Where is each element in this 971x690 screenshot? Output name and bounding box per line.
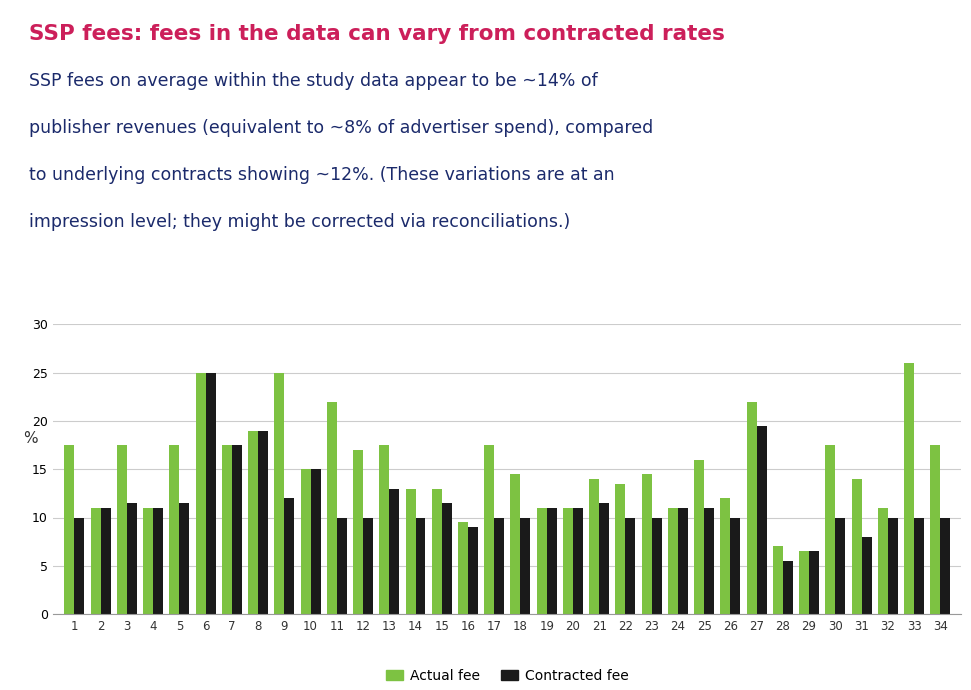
Bar (589, 479, 599, 614)
Bar (773, 546, 783, 614)
Bar (389, 489, 399, 614)
Bar (652, 518, 661, 614)
Bar (930, 445, 940, 614)
Text: publisher revenues (equivalent to ~8% of advertiser spend), compared: publisher revenues (equivalent to ~8% of… (29, 119, 653, 137)
Bar (861, 537, 872, 614)
Bar (783, 561, 793, 614)
Bar (852, 479, 861, 614)
Bar (221, 445, 232, 614)
Bar (249, 431, 258, 614)
Y-axis label: %: % (23, 431, 38, 446)
Bar (432, 489, 442, 614)
Bar (625, 518, 635, 614)
Legend: Actual fee, Contracted fee: Actual fee, Contracted fee (381, 663, 634, 689)
Bar (825, 445, 835, 614)
Bar (599, 503, 609, 614)
Bar (642, 474, 652, 614)
Text: impression level; they might be corrected via reconciliations.): impression level; they might be correcte… (29, 213, 570, 231)
Bar (117, 445, 127, 614)
Bar (668, 508, 678, 614)
Bar (180, 503, 189, 614)
Bar (730, 518, 740, 614)
Text: to underlying contracts showing ~12%. (These variations are at an: to underlying contracts showing ~12%. (T… (29, 166, 615, 184)
Bar (406, 489, 416, 614)
Bar (258, 431, 268, 614)
Bar (353, 450, 363, 614)
Bar (756, 426, 766, 614)
Bar (101, 508, 111, 614)
Bar (285, 498, 294, 614)
Bar (878, 508, 887, 614)
Bar (143, 508, 153, 614)
Bar (90, 508, 101, 614)
Bar (195, 373, 206, 614)
Bar (494, 518, 504, 614)
Bar (232, 445, 242, 614)
Bar (887, 518, 898, 614)
Bar (747, 402, 756, 614)
Bar (809, 551, 820, 614)
Bar (694, 460, 704, 614)
Bar (511, 474, 520, 614)
Bar (904, 363, 914, 614)
Text: SSP fees on average within the study data appear to be ~14% of: SSP fees on average within the study dat… (29, 72, 598, 90)
Bar (914, 518, 924, 614)
Bar (678, 508, 687, 614)
Bar (704, 508, 714, 614)
Bar (520, 518, 530, 614)
Bar (327, 402, 337, 614)
Bar (311, 469, 320, 614)
Bar (301, 469, 311, 614)
Bar (64, 445, 75, 614)
Bar (940, 518, 951, 614)
Bar (363, 518, 373, 614)
Bar (563, 508, 573, 614)
Bar (275, 373, 285, 614)
Bar (127, 503, 137, 614)
Bar (337, 518, 347, 614)
Text: SSP fees: fees in the data can vary from contracted rates: SSP fees: fees in the data can vary from… (29, 24, 725, 44)
Bar (573, 508, 583, 614)
Bar (442, 503, 452, 614)
Bar (458, 522, 468, 614)
Bar (547, 508, 556, 614)
Bar (485, 445, 494, 614)
Bar (799, 551, 809, 614)
Bar (537, 508, 547, 614)
Bar (75, 518, 84, 614)
Bar (835, 518, 846, 614)
Bar (468, 527, 478, 614)
Bar (153, 508, 163, 614)
Bar (380, 445, 389, 614)
Bar (616, 484, 625, 614)
Bar (416, 518, 425, 614)
Bar (206, 373, 216, 614)
Bar (720, 498, 730, 614)
Bar (169, 445, 180, 614)
